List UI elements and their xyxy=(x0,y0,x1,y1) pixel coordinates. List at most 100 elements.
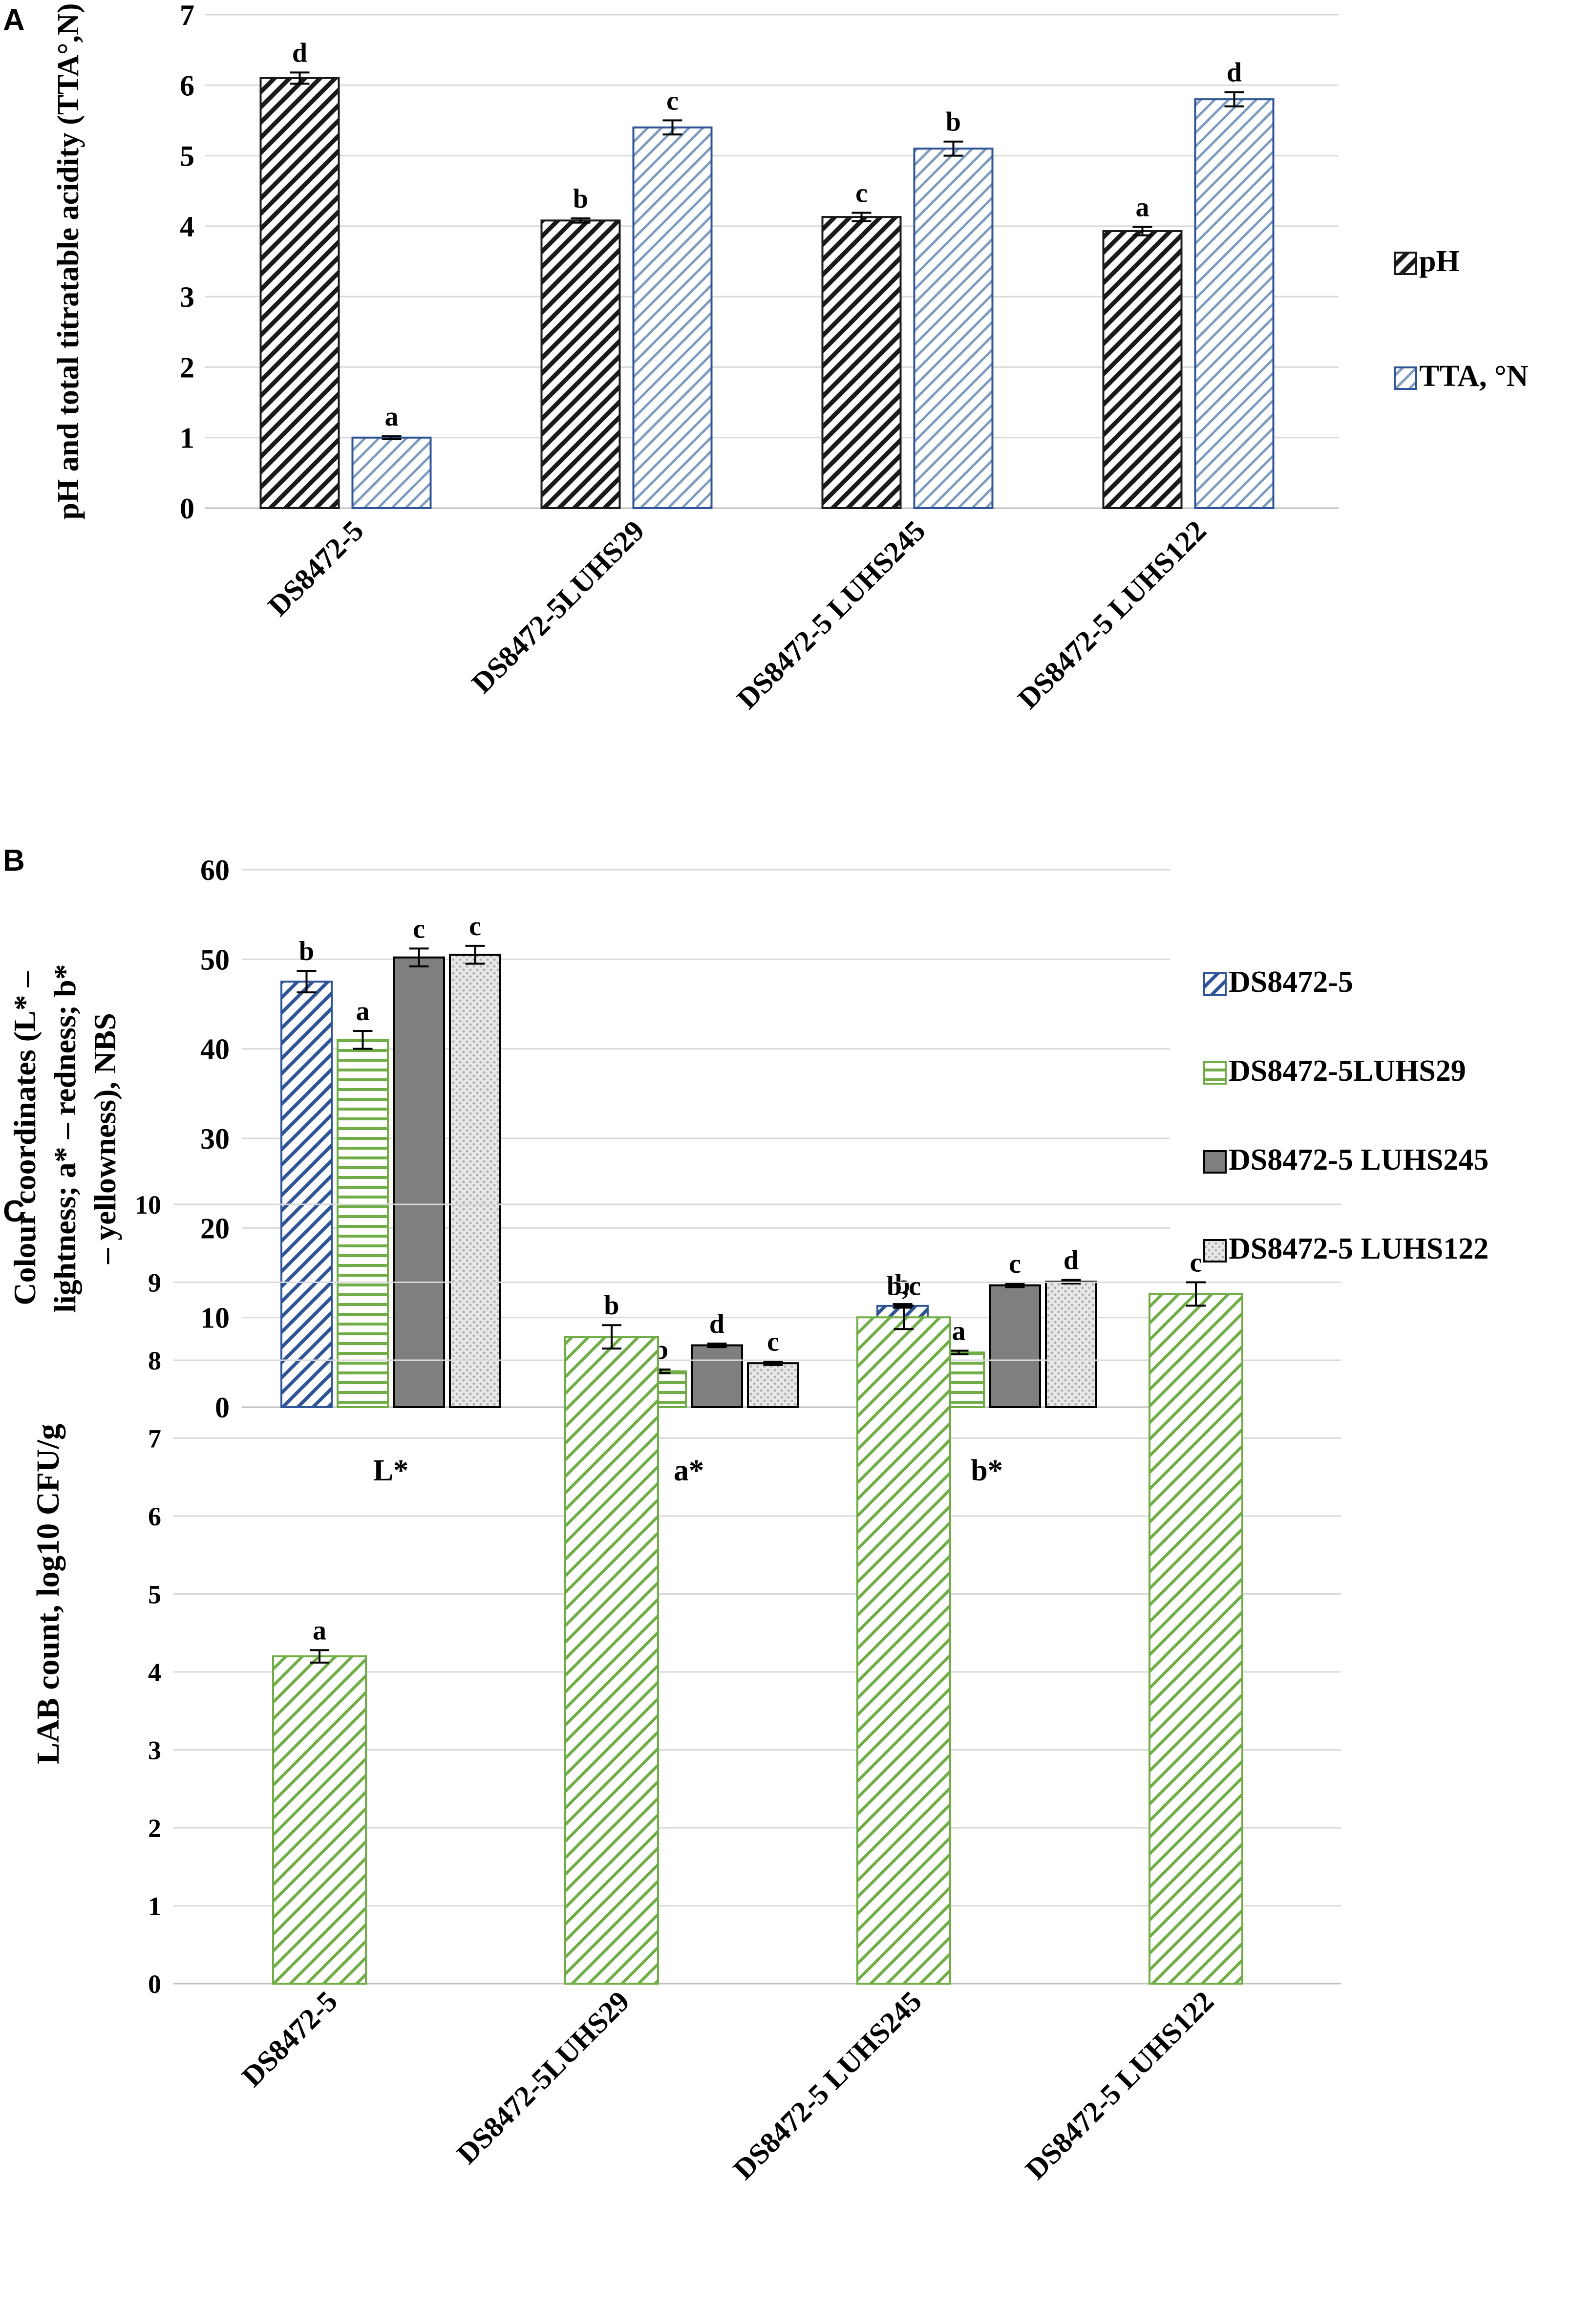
y-tick-label: 20 xyxy=(200,1212,230,1244)
bar xyxy=(1102,230,1183,509)
y-axis-title-line: – yellowness), NBS xyxy=(87,1013,122,1264)
legend-swatch xyxy=(1394,366,1417,390)
panel-a-chart: 0 1 2 3 4 5 6 7 pH and total titratable acidity … xyxy=(52,0,1528,715)
bar xyxy=(272,1655,367,1985)
y-tick-label: 10 xyxy=(200,1302,230,1334)
bar xyxy=(280,981,333,1408)
significance-letter: d xyxy=(292,38,307,68)
significance-letter: c xyxy=(666,86,679,116)
x-tick-label: DS8472-5LUHS29 xyxy=(466,514,651,700)
y-tick-label: 4 xyxy=(180,211,194,243)
x-tick-label: a* xyxy=(674,1454,704,1487)
x-tick-label: DS8472-5LUHS29 xyxy=(450,1985,636,2170)
y-tick-label: 5 xyxy=(180,140,194,172)
y-tick-label: 30 xyxy=(200,1123,230,1155)
y-tick-label: 6 xyxy=(148,1502,161,1531)
bar xyxy=(691,1344,743,1408)
bar xyxy=(821,216,902,510)
bar xyxy=(564,1336,659,1985)
y-tick-label: 5 xyxy=(148,1580,161,1609)
legend-swatch xyxy=(1203,1061,1227,1085)
bar xyxy=(337,1039,389,1408)
y-tick-label: 7 xyxy=(180,0,194,31)
bar xyxy=(1045,1281,1097,1408)
y-tick-label: 0 xyxy=(180,492,194,525)
y-tick-label: 10 xyxy=(135,1190,161,1220)
bar xyxy=(393,956,445,1408)
significance-letter: b xyxy=(895,1269,910,1300)
x-tick-label: b* xyxy=(971,1454,1002,1487)
x-tick-label: DS8472-5 LUHS122 xyxy=(1012,514,1213,715)
panel-b-letter: B xyxy=(3,844,25,877)
significance-letter: c xyxy=(1190,1248,1202,1278)
bar xyxy=(351,436,432,510)
y-tick-label: 2 xyxy=(180,351,194,384)
legend-label: DS8472-5 LUHS245 xyxy=(1229,1143,1489,1177)
y-tick-label: 6 xyxy=(180,69,194,102)
bar xyxy=(747,1362,799,1409)
y-axis-title: pH and total titratable acidity (TTA°,N) xyxy=(52,3,85,520)
panel-c-letter: C xyxy=(3,1195,25,1228)
x-tick-label: DS8472-5 xyxy=(235,1985,343,2093)
significance-letter: c xyxy=(1009,1249,1021,1279)
significance-letter: d xyxy=(1064,1245,1079,1276)
bar xyxy=(632,126,713,510)
significance-letter: a xyxy=(952,1316,966,1347)
y-tick-label: 1 xyxy=(148,1891,161,1921)
bar xyxy=(449,954,501,1408)
significance-letter: b xyxy=(573,184,588,214)
bar xyxy=(1194,98,1275,509)
significance-letter: a xyxy=(1136,192,1149,222)
significance-letter: d xyxy=(709,1309,724,1339)
y-tick-label: 0 xyxy=(148,1969,161,1999)
bar xyxy=(259,77,340,510)
legend-swatch xyxy=(1203,1150,1227,1174)
significance-letter: a xyxy=(356,996,370,1027)
panel-b-chart: 0 10 20 30 40 50 60 Colour coordinates (L* – lig… xyxy=(7,854,1489,1487)
x-tick-label: L* xyxy=(373,1454,408,1487)
y-axis-title: LAB count, log10 CFU/g xyxy=(30,1424,66,1764)
legend-label: DS8472-5 LUHS122 xyxy=(1229,1232,1489,1265)
panel-c-chart: 0 1 2 3 4 5 6 7 8 9 10 LAB count, log10 CFU/g a DS847… xyxy=(30,1190,1341,2186)
bar xyxy=(913,148,994,509)
y-tick-label: 0 xyxy=(215,1391,230,1424)
significance-letter: b xyxy=(946,107,961,137)
legend-swatch xyxy=(1203,972,1227,996)
y-tick-label: 8 xyxy=(148,1346,161,1375)
legend-label: TTA, °N xyxy=(1419,360,1528,393)
y-tick-label: 7 xyxy=(148,1424,161,1453)
y-tick-label: 60 xyxy=(200,854,230,886)
y-tick-label: 3 xyxy=(180,281,194,313)
legend-label: DS8472-5LUHS29 xyxy=(1229,1054,1466,1088)
significance-letter: d xyxy=(1227,58,1242,88)
x-tick-label: DS8472-5 LUHS122 xyxy=(1019,1985,1220,2186)
significance-letter: a xyxy=(313,1615,326,1646)
x-tick-label: DS8472-5 LUHS245 xyxy=(731,514,932,715)
bar xyxy=(856,1316,951,1985)
legend-swatch xyxy=(1203,1239,1227,1262)
y-axis-title-line: Colour coordinates (L* – xyxy=(7,971,42,1305)
significance-letter: c xyxy=(767,1327,779,1357)
x-tick-label: DS8472-5 xyxy=(262,514,370,622)
y-tick-label: 2 xyxy=(148,1814,161,1843)
y-tick-label: 40 xyxy=(200,1033,230,1066)
y-tick-label: 1 xyxy=(180,422,194,454)
y-tick-label: 3 xyxy=(148,1735,161,1765)
y-tick-label: 9 xyxy=(148,1268,161,1297)
legend-label: pH xyxy=(1419,245,1460,278)
significance-letter: a xyxy=(385,402,399,432)
y-tick-label: 50 xyxy=(200,943,230,976)
y-tick-label: 4 xyxy=(148,1658,161,1687)
significance-letter: b xyxy=(604,1290,619,1321)
significance-letter: c xyxy=(413,914,425,944)
legend-label: DS8472-5 xyxy=(1229,965,1353,999)
significance-letter: c xyxy=(469,911,481,942)
bar xyxy=(989,1284,1041,1409)
panel-a-letter: A xyxy=(3,3,25,37)
y-axis-title-line: lightness; a* – redness; b* xyxy=(47,964,82,1313)
significance-letter: b,c xyxy=(887,1271,921,1301)
x-tick-label: DS8472-5 LUHS245 xyxy=(727,1985,928,2186)
bar xyxy=(1149,1293,1243,1985)
significance-letter: b xyxy=(299,936,314,966)
